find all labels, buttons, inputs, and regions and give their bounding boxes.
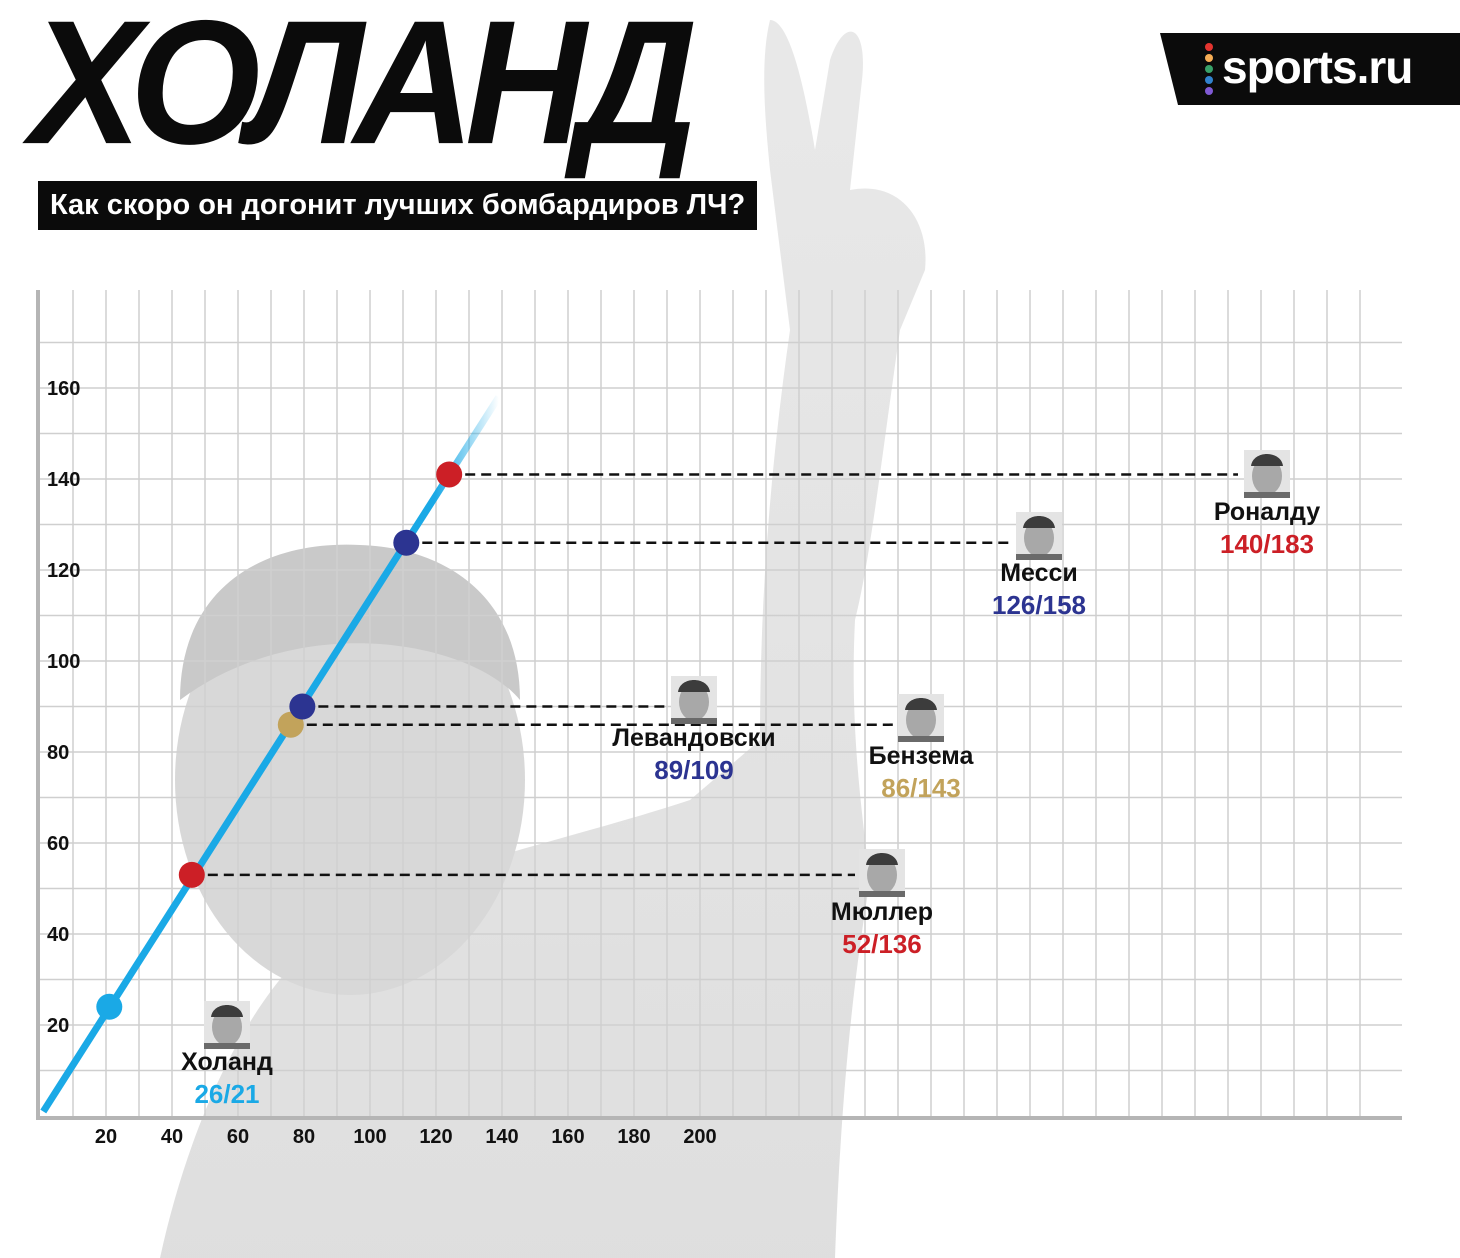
player-silhouette <box>160 20 926 1258</box>
player-name-label: Холанд <box>181 1048 273 1076</box>
y-tick-label: 140 <box>47 469 80 491</box>
x-tick-label: 160 <box>551 1126 584 1148</box>
logo-dot <box>1205 43 1213 51</box>
x-tick-label: 140 <box>485 1126 518 1148</box>
x-tick-label: 60 <box>227 1126 249 1148</box>
x-tick-label: 100 <box>353 1126 386 1148</box>
avatar-part <box>204 1043 250 1049</box>
y-tick-label: 160 <box>47 378 80 400</box>
avatar-part <box>867 856 897 894</box>
x-tick-label: 180 <box>617 1126 650 1148</box>
headline-title: ХОЛАНД <box>30 0 698 181</box>
avatar-part <box>1016 554 1062 560</box>
player-name-label: Месси <box>1000 559 1078 587</box>
player-avatar <box>204 1001 250 1049</box>
sports-ru-logo[interactable]: sports.ru <box>1160 33 1460 105</box>
y-tick-label: 60 <box>47 833 69 855</box>
player-avatar <box>1244 450 1290 498</box>
avatar-part <box>906 701 936 739</box>
avatar-part <box>1244 492 1290 498</box>
avatar-part <box>678 680 710 692</box>
logo-dot <box>1205 65 1213 73</box>
player-value-label: 89/109 <box>654 755 734 785</box>
avatar-part <box>211 1005 243 1017</box>
x-tick-label: 200 <box>683 1126 716 1148</box>
y-tick-label: 100 <box>47 651 80 673</box>
data-point[interactable] <box>289 693 316 720</box>
player-value-label: 86/143 <box>881 773 961 803</box>
avatar-part <box>1251 454 1283 466</box>
player-name-label: Бензема <box>869 742 975 770</box>
x-tick-label: 80 <box>293 1126 315 1148</box>
data-point[interactable] <box>393 529 420 556</box>
data-point[interactable] <box>436 461 463 488</box>
headline-subtitle: Как скоро он догонит лучших бомбардиров … <box>38 181 758 230</box>
logo-dot <box>1205 76 1213 84</box>
y-tick-label: 20 <box>47 1015 69 1037</box>
player-value-label: 140/183 <box>1220 529 1314 559</box>
logo-dot <box>1205 54 1213 62</box>
avatar-part <box>1252 457 1282 495</box>
y-tick-label: 40 <box>47 924 69 946</box>
avatar-part <box>1023 516 1055 528</box>
data-point[interactable] <box>178 861 205 888</box>
player-value-label: 52/136 <box>842 929 922 959</box>
player-avatar <box>671 676 717 724</box>
x-tick-label: 120 <box>419 1126 452 1148</box>
player-name-label: Мюллер <box>831 898 933 926</box>
avatar-part <box>679 683 709 721</box>
avatar-part <box>1024 519 1054 557</box>
avatar-part <box>859 891 905 897</box>
avatar-part <box>905 698 937 710</box>
logo-dots-icon <box>1205 43 1213 97</box>
logo-text: sports.ru <box>1222 41 1413 93</box>
player-name-label: Левандовски <box>612 724 775 752</box>
player-avatar <box>859 849 905 897</box>
trend-line <box>40 395 502 1114</box>
logo-dot <box>1205 87 1213 95</box>
y-tick-label: 80 <box>47 742 69 764</box>
data-point[interactable] <box>96 993 123 1020</box>
y-tick-label: 120 <box>47 560 80 582</box>
player-avatar <box>898 694 944 742</box>
player-value-label: 26/21 <box>194 1079 259 1109</box>
player-value-label: 126/158 <box>992 590 1086 620</box>
player-name-label: Роналду <box>1214 498 1320 526</box>
avatar-part <box>898 736 944 742</box>
x-tick-label: 20 <box>95 1126 117 1148</box>
silhouette-shape <box>175 565 525 995</box>
silhouette-shape <box>180 544 520 700</box>
avatar-part <box>671 718 717 724</box>
avatar-part <box>866 853 898 865</box>
player-avatar <box>1016 512 1062 560</box>
avatar-part <box>212 1008 242 1046</box>
x-tick-label: 40 <box>161 1126 183 1148</box>
